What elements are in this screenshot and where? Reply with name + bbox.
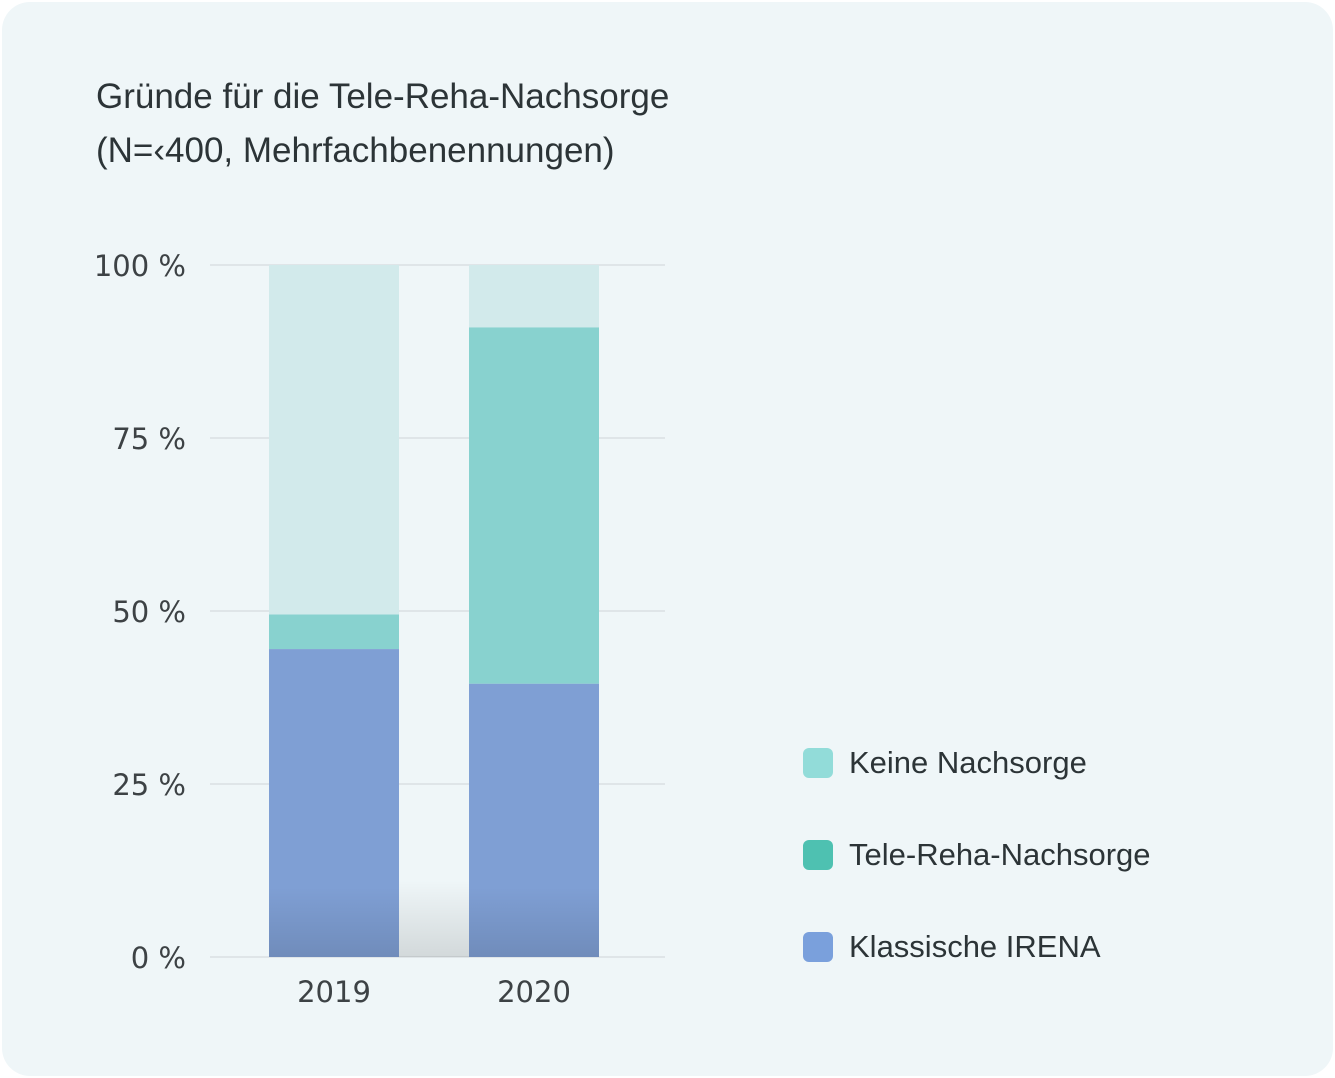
legend-label: Tele-Reha-Nachsorge [849, 837, 1151, 872]
legend-swatch [803, 932, 833, 962]
legend-label: Klassische IRENA [849, 929, 1101, 964]
legend-swatch [803, 840, 833, 870]
y-tick-label: 25 % [112, 768, 186, 802]
y-tick-label: 0 % [131, 941, 186, 975]
bar-segment[interactable] [469, 327, 599, 684]
chart-title-line-1: Gründe für die Tele-Reha-Nachsorge [96, 77, 670, 116]
x-tick-label: 2020 [497, 975, 571, 1009]
legend-item-keine-nachsorge[interactable]: Keine Nachsorge [803, 740, 1151, 786]
bar-segment[interactable] [469, 265, 599, 328]
axis-labels: 0 % 25 % 50 % 75 % 100 % 2019 2020 [94, 249, 571, 1009]
y-tick-label: 50 % [112, 595, 186, 629]
bar-segment[interactable] [269, 614, 399, 650]
chart-title: Gründe für die Tele-Reha-Nachsorge (N=‹4… [96, 70, 669, 178]
bar-segment[interactable] [269, 265, 399, 615]
y-tick-label: 75 % [112, 422, 186, 456]
bar-base-shade [269, 887, 399, 957]
bars [269, 265, 599, 957]
legend-item-tele-reha-nachsorge[interactable]: Tele-Reha-Nachsorge [803, 832, 1151, 878]
legend-label: Keine Nachsorge [849, 745, 1087, 780]
chart-title-line-2: (N=‹400, Mehrfachbenennungen) [96, 131, 615, 170]
floor-shade [399, 880, 469, 957]
y-tick-label: 100 % [94, 249, 186, 283]
x-tick-label: 2019 [297, 975, 371, 1009]
legend-item-klassische-irena[interactable]: Klassische IRENA [803, 924, 1151, 970]
legend: Keine Nachsorge Tele-Reha-Nachsorge Klas… [803, 740, 1151, 1016]
bar-base-shade [469, 887, 599, 957]
legend-swatch [803, 748, 833, 778]
